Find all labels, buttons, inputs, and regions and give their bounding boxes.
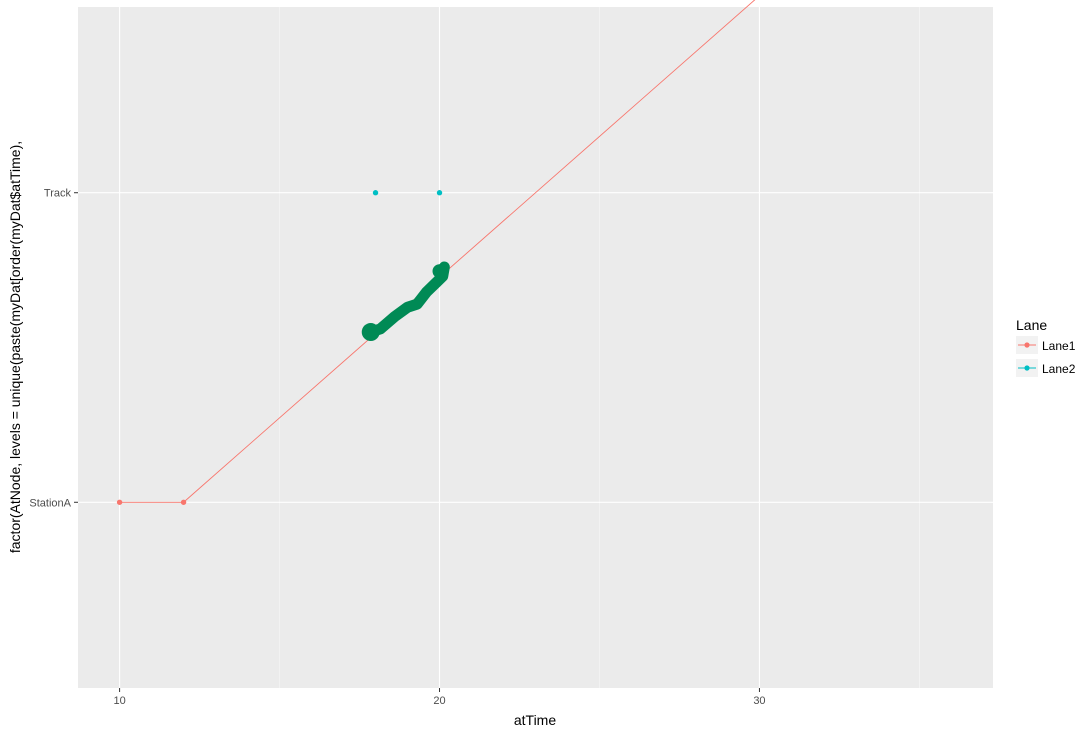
series-line-lane1 xyxy=(119,0,756,503)
data-point-lane2 xyxy=(436,190,443,196)
x-tick-label: 20 xyxy=(433,695,445,707)
annotation-stroke-end xyxy=(432,264,447,279)
legend-label: Lane1 xyxy=(1042,339,1076,353)
grid xyxy=(78,7,993,688)
data-point-lane1 xyxy=(116,499,123,505)
x-tick-label: 10 xyxy=(113,695,125,707)
x-tick-label: 30 xyxy=(753,695,765,707)
axes: 102030StationATrackStationB xyxy=(29,188,765,707)
legend-key-point xyxy=(1024,365,1030,371)
legend-key-point xyxy=(1024,342,1030,348)
data-point-lane1 xyxy=(180,499,187,505)
data-layer xyxy=(116,0,756,505)
annotation-stroke-start xyxy=(361,323,380,342)
y-axis-title: factor(AtNode, levels = unique(paste(myD… xyxy=(7,141,23,553)
legend-entry-lane1: Lane1 xyxy=(1016,336,1076,354)
data-point-lane2 xyxy=(372,190,379,196)
y-tick-label: Track xyxy=(44,188,72,200)
legend: Lane Lane1 Lane2 xyxy=(1016,317,1076,377)
plot-panel xyxy=(78,7,993,688)
y-tick-label: StationA xyxy=(29,497,71,509)
legend-label: Lane2 xyxy=(1042,362,1076,376)
x-axis-title: atTime xyxy=(514,712,556,728)
legend-entry-lane2: Lane2 xyxy=(1016,359,1076,377)
legend-title: Lane xyxy=(1016,317,1047,333)
